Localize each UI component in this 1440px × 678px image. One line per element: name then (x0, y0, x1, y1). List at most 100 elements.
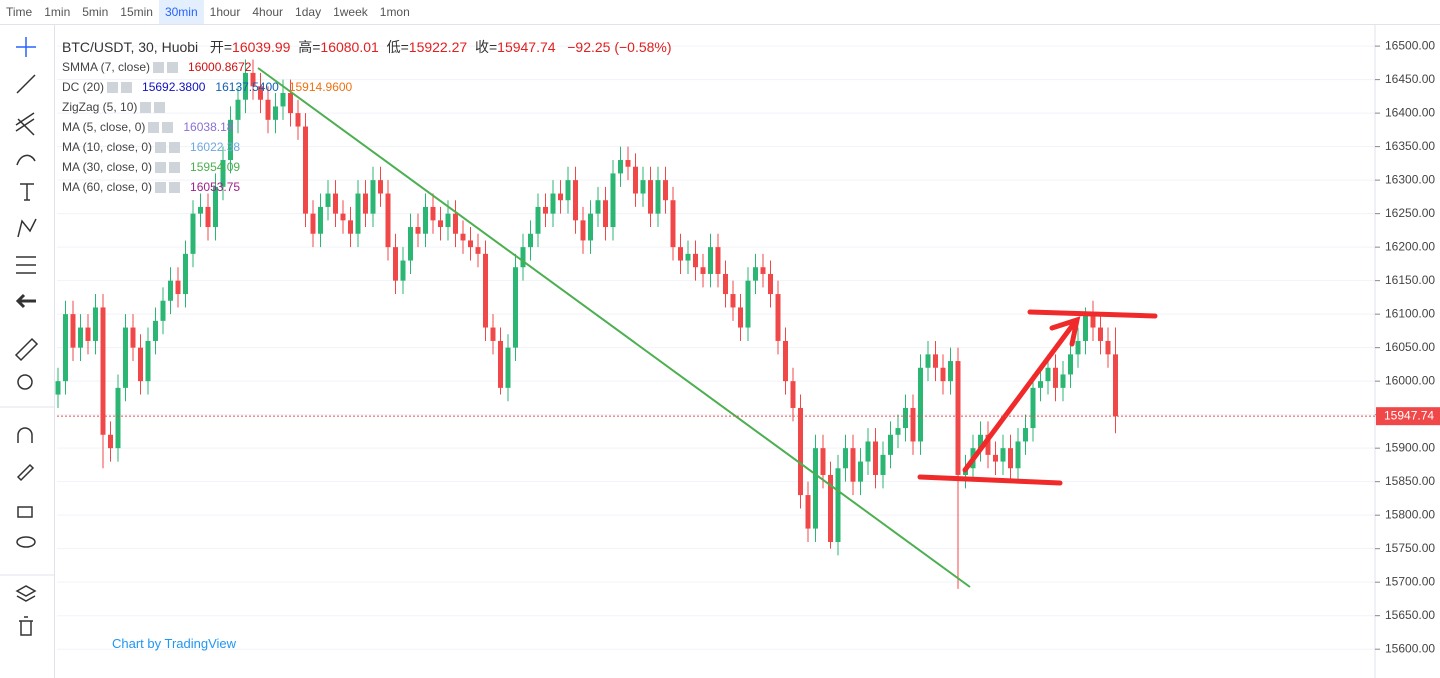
back-icon[interactable] (15, 293, 36, 309)
interval-button[interactable]: 4hour (252, 5, 284, 19)
hide-icon[interactable] (154, 102, 166, 114)
settings-icon[interactable] (140, 102, 152, 114)
hide-icon[interactable] (169, 182, 181, 194)
candle-body (588, 213, 593, 241)
indicator-row: DC (20) 15692.3800 16137.5400 15914.9600 (62, 80, 352, 94)
candle-body (775, 294, 781, 341)
interval-button[interactable]: 30min (158, 0, 204, 24)
candle-body (483, 253, 488, 328)
candle-body (303, 126, 308, 214)
candle-body (108, 434, 113, 449)
candle-body (1030, 387, 1036, 429)
lock-icon[interactable] (17, 506, 33, 518)
interval-button[interactable]: 1hour (209, 5, 241, 19)
pattern-icon[interactable] (17, 218, 37, 238)
y-tick-label: 16150.00 (1385, 273, 1435, 287)
candle-body (355, 193, 361, 234)
y-tick-label: 16000.00 (1385, 373, 1435, 387)
candle-body (693, 253, 698, 268)
indicator-value: 16053.75 (190, 180, 241, 194)
candle-body (820, 448, 826, 475)
interval-button[interactable]: 1mon (379, 5, 410, 19)
y-tick-label: 16400.00 (1385, 105, 1435, 119)
candle-body (258, 86, 263, 100)
interval-button[interactable]: 1day (295, 5, 322, 19)
settings-icon[interactable] (153, 62, 165, 74)
candle-body (333, 193, 338, 214)
last-price-label: 15947.74 (1384, 408, 1434, 422)
candle-body (738, 307, 743, 328)
resistance-mark (1027, 309, 1158, 319)
candle-body (753, 267, 758, 281)
candle-body (1090, 314, 1096, 328)
trendline-icon[interactable] (16, 74, 36, 94)
y-tick-label: 16250.00 (1385, 206, 1435, 220)
hide-icon[interactable] (121, 82, 133, 94)
settings-icon[interactable] (148, 122, 160, 134)
candle-body (1000, 448, 1006, 462)
brush-icon[interactable] (16, 154, 36, 166)
candle-body (888, 434, 893, 455)
candle-body (610, 173, 616, 228)
y-tick-label: 15750.00 (1385, 541, 1435, 555)
hide-icon[interactable] (169, 142, 181, 154)
interval-button[interactable]: 5min (82, 5, 109, 19)
indicator-row: MA (10, close, 0) 16022.38 (62, 140, 240, 154)
zoom-icon[interactable] (17, 374, 33, 390)
hide-icon[interactable] (162, 122, 174, 134)
candle-body (310, 213, 316, 234)
magnet-icon[interactable] (17, 427, 33, 443)
candle-body (70, 314, 76, 348)
high-value: 16080.01 (320, 39, 379, 55)
candle-body (205, 206, 211, 228)
candle-body (790, 381, 796, 408)
ruler-icon[interactable] (14, 337, 39, 362)
watermark[interactable]: Chart by TradingView (112, 636, 237, 651)
crosshair-icon[interactable] (16, 37, 36, 57)
candle-body (370, 180, 376, 214)
interval-button[interactable]: 1min (44, 5, 71, 19)
settings-icon[interactable] (107, 82, 119, 94)
settings-icon[interactable] (155, 182, 167, 194)
candle-body (505, 347, 511, 388)
candle-body (835, 468, 841, 542)
indicator-row: MA (30, close, 0) 15954.09 (62, 160, 240, 174)
fib-icon[interactable] (15, 112, 35, 136)
candle-body (100, 307, 106, 435)
candle-body (813, 448, 818, 529)
y-tick-label: 15700.00 (1385, 574, 1435, 588)
candle-body (93, 307, 98, 341)
legend: BTC/USDT, 30, Huobi 开=16039.99 高=16080.0… (62, 37, 672, 57)
candle-body (918, 367, 923, 442)
hide-icon[interactable] (169, 162, 181, 174)
layers-icon[interactable] (15, 585, 37, 602)
settings-icon[interactable] (155, 162, 167, 174)
settings-icon[interactable] (155, 142, 167, 154)
candle-body (978, 434, 983, 449)
candle-body (730, 294, 736, 308)
prediction-icon[interactable] (16, 256, 36, 274)
interval-button[interactable]: 1week (333, 5, 368, 19)
y-tick-label: 16450.00 (1385, 72, 1435, 86)
candle-body (423, 206, 428, 234)
lock-draw-icon[interactable] (16, 463, 35, 482)
trash-icon[interactable] (19, 616, 33, 636)
interval-button[interactable]: 15min (120, 5, 153, 19)
indicator-name: MA (5, close, 0) (62, 120, 146, 134)
candle-body (175, 280, 181, 295)
candle-body (633, 166, 638, 194)
candle-body (925, 354, 931, 368)
candle-body (880, 454, 886, 475)
indicator-value: 15692.3800 (142, 80, 206, 94)
candle-body (265, 99, 271, 120)
candle-body (550, 193, 556, 214)
eye-icon[interactable] (16, 536, 36, 548)
candle-body (745, 280, 751, 328)
hide-icon[interactable] (167, 62, 179, 74)
candle-body (700, 267, 706, 274)
indicator-value: 15954.09 (190, 160, 241, 174)
text-icon[interactable] (20, 183, 34, 201)
candle-body (873, 441, 878, 475)
candle-body (130, 327, 136, 348)
candle-body (430, 206, 436, 221)
